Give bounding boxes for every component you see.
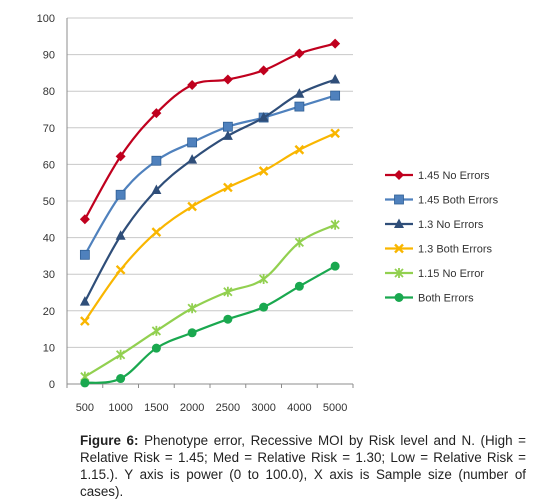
y-tick-label: 10 [43,342,55,354]
x-tick-label: 5000 [323,402,347,414]
data-point [79,214,90,225]
data-point [187,154,198,164]
data-point [330,219,340,230]
data-point [151,325,162,336]
data-point [223,182,233,193]
y-tick-label: 20 [43,306,55,318]
data-point [187,79,198,90]
legend-label: 1.3 No Errors [418,219,484,231]
data-point [115,349,126,360]
series-1-45-no-errors [79,38,341,225]
data-point [151,184,162,195]
data-point [294,48,305,59]
caption-label: Figure 6: [80,433,139,448]
series-1-15-no-error [80,219,340,382]
legend-label: 1.3 Both Errors [418,244,492,256]
data-point [222,121,233,132]
data-point [151,108,162,119]
legend-entry: 1.15 No Error [385,268,484,280]
legend-label: Both Errors [418,293,474,305]
x-tick-label: 2500 [216,402,240,414]
data-point [151,343,161,353]
data-point [258,112,269,122]
legend-marker [394,243,404,254]
legend-label: 1.15 No Error [418,268,484,280]
data-point [79,249,90,260]
series-line [83,132,336,322]
x-axis: 500 1000 1500 2000 2500 3000 4000 5000 [66,384,354,414]
data-point [116,374,126,384]
data-point [330,128,340,139]
legend-entry: Both Errors [385,293,474,305]
legend-entry: 1.45 Both Errors [385,195,499,207]
data-point [187,201,197,212]
legend-marker [394,170,404,180]
data-point [259,302,269,312]
data-point [258,65,269,76]
data-point [151,155,162,166]
data-point [115,189,126,200]
data-point [151,227,162,237]
data-point [187,328,197,338]
legend-marker [394,218,404,228]
y-tick-label: 100 [37,13,55,25]
legend-label: 1.45 No Errors [418,170,490,182]
gridlines [67,17,353,385]
data-point [223,314,233,324]
data-point [294,101,305,112]
data-point [294,144,305,155]
series-1-3-both-errors [80,128,340,326]
y-tick-label: 0 [49,379,55,391]
y-tick-label: 70 [43,123,55,135]
data-point [258,166,269,176]
data-series [79,38,341,388]
data-point [294,88,305,98]
data-point [80,378,90,388]
y-tick-label: 90 [43,50,55,62]
data-point [80,316,90,326]
y-tick-label: 50 [43,196,55,208]
caption-text: Phenotype error, Recessive MOI by Risk l… [80,433,526,499]
data-point [330,261,340,271]
legend: 1.45 No Errors 1.45 Both Errors 1.3 No Err… [385,170,499,305]
legend-marker [394,194,404,205]
legend-entry: 1.3 No Errors [385,218,484,231]
x-tick-label: 3000 [251,402,275,414]
legend-marker [394,293,404,302]
x-tick-label: 2000 [180,402,204,414]
legend-label: 1.45 Both Errors [418,195,499,207]
x-tick-label: 500 [76,402,94,414]
x-tick-label: 1500 [144,402,168,414]
data-point [187,137,198,148]
series-1-3-no-errors [79,73,341,306]
line-chart: 0 10 20 30 40 50 60 70 80 90 100 500 1000 1500 2000 25… [37,13,499,414]
series-line [83,94,336,256]
x-tick-label: 1000 [108,402,132,414]
data-point [258,273,269,284]
y-axis: 0 10 20 30 40 50 60 70 80 90 100 [37,13,68,391]
y-tick-label: 30 [43,269,55,281]
data-point [330,90,341,101]
series-both-errors [80,261,340,388]
data-point [294,237,305,248]
data-point [79,296,90,306]
data-point [223,286,233,297]
data-point [187,303,197,314]
data-point [115,151,126,162]
data-point [115,230,126,240]
y-tick-label: 60 [43,159,55,171]
y-tick-label: 80 [43,86,55,98]
data-point [294,281,304,291]
y-tick-label: 40 [43,233,55,245]
figure-caption: Figure 6: Phenotype error, Recessive MOI… [80,432,526,500]
data-point [222,74,233,85]
legend-entry: 1.45 No Errors [385,170,490,182]
data-point [330,38,341,49]
legend-marker [394,268,404,278]
data-point [330,73,341,84]
data-point [222,130,233,140]
legend-entry: 1.3 Both Errors [385,244,492,256]
x-tick-label: 4000 [287,402,311,414]
data-point [115,264,126,275]
